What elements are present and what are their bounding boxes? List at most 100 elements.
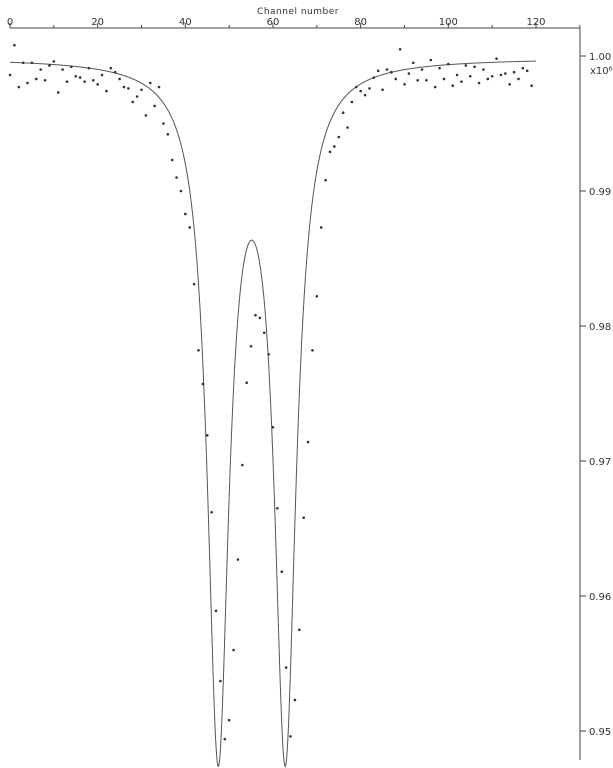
data-point xyxy=(232,648,235,652)
data-point xyxy=(464,64,468,67)
data-point xyxy=(363,93,367,97)
data-point xyxy=(144,114,148,117)
data-point xyxy=(219,679,222,683)
data-point xyxy=(289,735,292,738)
data-point xyxy=(315,295,319,298)
y-tick-label: 0.97 xyxy=(589,457,611,468)
data-point xyxy=(341,111,345,114)
data-point xyxy=(346,126,349,129)
data-point xyxy=(249,344,253,348)
data-point xyxy=(87,66,91,70)
data-point xyxy=(442,77,446,81)
data-point xyxy=(30,61,34,65)
x-tick-label: 60 xyxy=(267,17,280,28)
data-point xyxy=(508,83,512,86)
data-point xyxy=(17,85,21,89)
data-point xyxy=(162,122,165,125)
y-tick-label: 1.00 xyxy=(589,52,611,63)
x-tick-label: 20 xyxy=(91,17,104,28)
x-tick-label: 100 xyxy=(439,17,458,28)
data-point xyxy=(157,85,161,89)
data-point xyxy=(43,79,47,82)
data-point xyxy=(490,74,494,78)
data-point xyxy=(100,73,104,77)
x-tick-label: 80 xyxy=(354,17,367,28)
data-point xyxy=(319,226,323,229)
x-tick-label: 40 xyxy=(179,17,192,28)
data-point xyxy=(113,70,117,74)
data-point xyxy=(179,189,183,193)
data-point xyxy=(517,77,520,81)
data-point xyxy=(333,145,336,148)
data-point xyxy=(148,81,152,85)
data-point xyxy=(135,95,139,98)
data-point xyxy=(420,68,424,71)
y-tick-label: 0.96 xyxy=(589,592,611,603)
data-point xyxy=(284,666,288,669)
data-point xyxy=(460,80,463,83)
data-point xyxy=(83,80,86,83)
data-point xyxy=(188,226,192,229)
data-point xyxy=(48,64,51,67)
data-point xyxy=(429,58,433,62)
data-point xyxy=(311,349,314,352)
data-point xyxy=(271,425,275,429)
data-point xyxy=(205,434,209,437)
data-point xyxy=(96,83,99,86)
data-point xyxy=(394,77,398,81)
y-ticks: 1.00 0.99 0.98 0.97 0.96 0.95 xyxy=(580,52,611,738)
fit-curve xyxy=(9,60,537,768)
data-point xyxy=(376,69,380,73)
data-point xyxy=(416,79,419,82)
data-point xyxy=(201,382,205,386)
data-point xyxy=(495,57,498,60)
data-point xyxy=(324,178,327,182)
data-point xyxy=(236,558,240,561)
data-point xyxy=(280,570,284,573)
data-point xyxy=(262,331,266,335)
data-point xyxy=(451,84,455,87)
data-points xyxy=(8,43,533,741)
data-point xyxy=(227,718,231,722)
data-point xyxy=(276,506,279,510)
data-point xyxy=(153,104,156,108)
data-point xyxy=(482,68,485,71)
data-point xyxy=(407,72,411,75)
data-point xyxy=(368,87,371,90)
data-point xyxy=(328,150,332,154)
data-point xyxy=(52,60,56,63)
data-point xyxy=(210,511,213,514)
data-point xyxy=(170,158,174,162)
data-point xyxy=(184,212,187,216)
data-point xyxy=(175,176,178,179)
data-point xyxy=(56,91,60,94)
data-point xyxy=(197,349,200,352)
data-point xyxy=(65,80,69,83)
data-point xyxy=(39,68,42,71)
data-point xyxy=(122,85,126,89)
x-tick-label: 0 xyxy=(7,17,13,28)
data-point xyxy=(499,73,503,77)
x-ticks: 0 20 40 60 80 100 120 xyxy=(7,17,581,28)
data-point xyxy=(78,76,82,79)
data-point xyxy=(530,84,533,87)
data-point xyxy=(372,76,376,79)
data-point xyxy=(258,316,262,320)
data-point xyxy=(438,66,441,70)
data-point xyxy=(468,74,472,78)
data-point xyxy=(131,100,135,104)
data-point xyxy=(302,516,305,519)
data-point xyxy=(512,70,516,74)
data-point xyxy=(477,81,481,85)
data-point xyxy=(8,73,12,77)
data-point xyxy=(411,61,415,65)
data-point xyxy=(118,77,121,81)
data-point xyxy=(390,70,393,74)
data-point xyxy=(337,135,341,139)
data-point xyxy=(127,87,130,90)
data-point xyxy=(166,133,170,136)
data-point xyxy=(486,77,490,81)
data-point xyxy=(61,68,64,71)
data-point xyxy=(13,43,16,47)
